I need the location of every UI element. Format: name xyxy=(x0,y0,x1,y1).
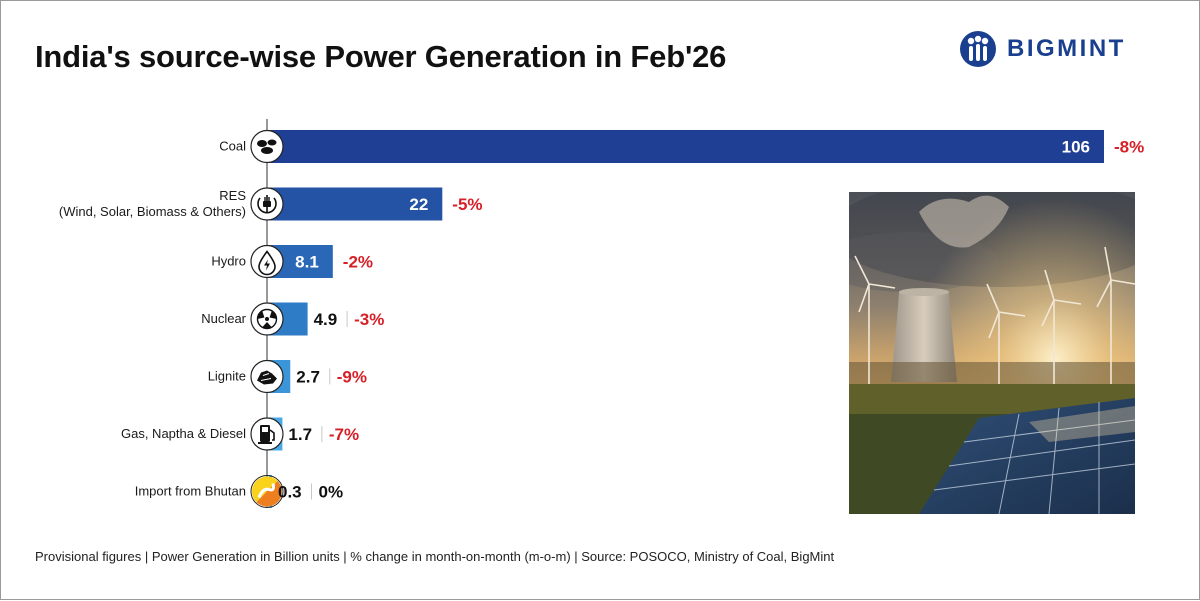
res-plug-icon xyxy=(250,187,284,221)
change-label-1: -5% xyxy=(452,195,482,214)
category-label-6: Import from Bhutan xyxy=(135,484,246,499)
energy-photo xyxy=(849,192,1135,514)
hydro-drop-icon xyxy=(250,244,284,279)
bar-0 xyxy=(269,130,1104,163)
value-label-6: 0.3 xyxy=(278,483,302,502)
footer-note: Provisional figures | Power Generation i… xyxy=(35,549,835,564)
fuel-pump-icon xyxy=(250,417,284,451)
brand-name: BIGMINT xyxy=(1007,35,1126,62)
category-label-0: Coal xyxy=(219,139,246,154)
value-label-1: 22 xyxy=(409,195,428,214)
change-label-3: -3% xyxy=(354,310,384,329)
value-label-0: 106 xyxy=(1062,138,1090,157)
page-title: India's source-wise Power Generation in … xyxy=(35,39,727,74)
nuclear-icon xyxy=(250,302,284,336)
bhutan-flag-icon xyxy=(250,475,284,508)
change-label-2: -2% xyxy=(343,253,373,272)
change-label-4: -9% xyxy=(337,368,367,387)
bigmint-logo: BIGMINT xyxy=(959,27,1126,71)
change-label-0: -8% xyxy=(1114,138,1144,157)
value-label-5: 1.7 xyxy=(288,425,312,444)
change-label-6: 0% xyxy=(319,483,344,502)
value-label-2: 8.1 xyxy=(295,253,319,272)
bar-1 xyxy=(269,187,443,221)
bigmint-mark-icon xyxy=(960,31,996,67)
lignite-icon xyxy=(250,359,284,394)
value-label-4: 2.7 xyxy=(296,368,320,387)
coal-icon xyxy=(250,129,284,164)
value-label-3: 4.9 xyxy=(314,310,338,329)
category-label-3: Nuclear xyxy=(201,311,246,326)
change-label-5: -7% xyxy=(329,425,359,444)
category-label-4: Lignite xyxy=(208,369,246,384)
category-label-2: Hydro xyxy=(211,254,246,269)
category-label-5: Gas, Naptha & Diesel xyxy=(121,426,246,441)
category-label-1: RES (Wind, Solar, Biomass & Others) xyxy=(59,188,246,219)
